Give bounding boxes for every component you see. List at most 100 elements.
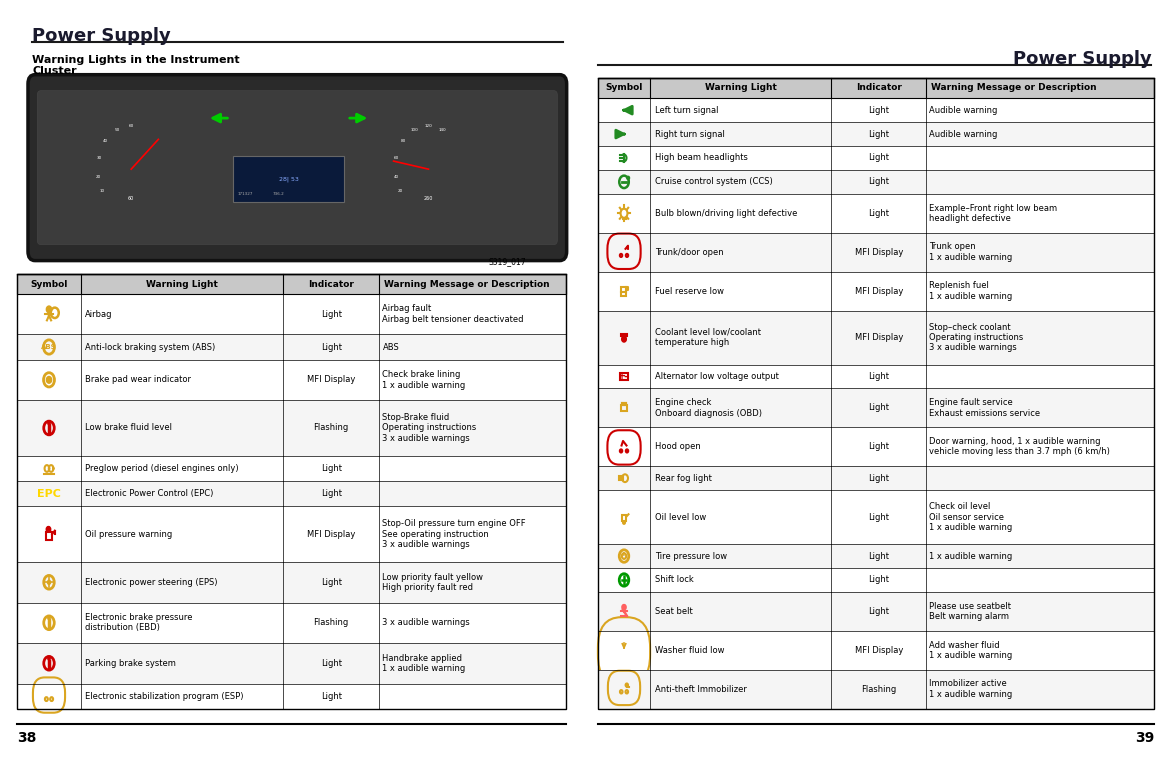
Text: Light: Light (869, 178, 890, 187)
Text: Hood open: Hood open (655, 442, 701, 451)
Text: Light: Light (321, 578, 342, 587)
Text: Warning Lights in the Instrument
Cluster: Warning Lights in the Instrument Cluster (31, 55, 240, 76)
Text: Power Supply: Power Supply (31, 27, 170, 46)
Text: 30: 30 (97, 156, 101, 160)
Text: 140: 140 (438, 128, 447, 132)
Circle shape (386, 113, 471, 226)
Text: 3 x audible warnings: 3 x audible warnings (382, 618, 470, 627)
Circle shape (623, 521, 625, 523)
Text: Right turn signal: Right turn signal (655, 130, 725, 139)
Text: +: + (618, 371, 626, 382)
Text: 28| 53: 28| 53 (279, 176, 298, 182)
Text: Symbol: Symbol (30, 280, 68, 289)
Text: Coolant level low/coolant
temperature high: Coolant level low/coolant temperature hi… (655, 328, 761, 347)
Text: Parking brake system: Parking brake system (85, 659, 176, 668)
Bar (598, 631, 1154, 670)
Text: Stop-Brake fluid
Operating instructions
3 x audible warnings: Stop-Brake fluid Operating instructions … (382, 413, 477, 443)
Bar (17, 481, 566, 506)
Text: Oil level low: Oil level low (655, 513, 707, 522)
Circle shape (48, 581, 50, 584)
Text: 50: 50 (114, 128, 120, 132)
Text: Low priority fault yellow
High priority fault red: Low priority fault yellow High priority … (382, 572, 484, 592)
Text: Electronic stabilization program (ESP): Electronic stabilization program (ESP) (85, 692, 244, 700)
Text: Add washer fluid
1 x audible warning: Add washer fluid 1 x audible warning (929, 641, 1012, 660)
Text: Stop–check coolant
Operating instructions
3 x audible warnings: Stop–check coolant Operating instruction… (929, 322, 1024, 353)
Text: Warning Message or Description: Warning Message or Description (384, 280, 549, 289)
Text: Light: Light (321, 489, 342, 498)
Text: MFI Display: MFI Display (307, 530, 356, 539)
Bar (17, 603, 566, 643)
Circle shape (48, 422, 50, 424)
Text: 60: 60 (128, 124, 134, 128)
Text: Audible warning: Audible warning (929, 106, 998, 114)
Text: Light: Light (869, 442, 890, 451)
Text: Light: Light (869, 106, 890, 114)
Text: Immobilizer active
1 x audible warning: Immobilizer active 1 x audible warning (929, 680, 1012, 699)
Text: Audible warning: Audible warning (929, 130, 998, 139)
Bar (598, 568, 1154, 592)
Text: 100: 100 (410, 128, 419, 132)
Text: Indicator: Indicator (856, 84, 901, 92)
FancyBboxPatch shape (37, 91, 557, 245)
Text: 40: 40 (104, 139, 108, 143)
Text: 260: 260 (423, 197, 434, 201)
Text: Trunk/door open: Trunk/door open (655, 248, 724, 257)
Bar (598, 194, 1154, 232)
Bar (598, 592, 1154, 631)
Text: Light: Light (869, 403, 890, 412)
Text: 736.2: 736.2 (273, 192, 285, 197)
Text: Door warning, hood, 1 x audible warning
vehicle moving less than 3.7 mph (6 km/h: Door warning, hood, 1 x audible warning … (929, 437, 1110, 456)
Text: Stop-Oil pressure turn engine OFF
See operating instruction
3 x audible warnings: Stop-Oil pressure turn engine OFF See op… (382, 519, 526, 549)
Circle shape (378, 103, 479, 235)
Text: Warning Light: Warning Light (705, 84, 777, 92)
Bar (621, 515, 626, 521)
Text: Washer fluid low: Washer fluid low (655, 645, 724, 655)
Text: 39: 39 (1135, 731, 1154, 744)
Text: 40: 40 (393, 174, 399, 178)
Text: Rear fog light: Rear fog light (655, 474, 711, 482)
Bar (17, 360, 566, 400)
Text: Light: Light (869, 372, 890, 381)
Bar (620, 405, 627, 411)
Circle shape (623, 605, 626, 610)
Bar (598, 490, 1154, 544)
Bar (598, 78, 1154, 709)
Text: MFI Display: MFI Display (307, 376, 356, 384)
Text: Light: Light (321, 309, 342, 319)
Bar (17, 684, 566, 709)
Bar (17, 400, 566, 456)
Text: Anti-lock braking system (ABS): Anti-lock braking system (ABS) (85, 342, 216, 351)
Text: Check oil level
Oil sensor service
1 x audible warning: Check oil level Oil sensor service 1 x a… (929, 502, 1012, 532)
Text: Light: Light (869, 474, 890, 482)
Circle shape (48, 658, 50, 660)
Circle shape (627, 177, 630, 179)
Bar (17, 643, 566, 684)
Text: Symbol: Symbol (605, 84, 642, 92)
Text: High beam headlights: High beam headlights (655, 153, 747, 162)
Text: ABS: ABS (382, 342, 399, 351)
Text: MFI Display: MFI Display (855, 287, 902, 296)
Text: Flashing: Flashing (314, 618, 349, 627)
Text: Light: Light (321, 342, 342, 351)
Text: 20: 20 (398, 189, 402, 193)
Bar (598, 364, 1154, 389)
Text: Airbag fault
Airbag belt tensioner deactivated: Airbag fault Airbag belt tensioner deact… (382, 305, 524, 324)
Bar (45, 532, 52, 539)
Bar (598, 146, 1154, 170)
Bar (598, 170, 1154, 194)
Text: Light: Light (869, 130, 890, 139)
Bar (598, 311, 1154, 364)
Text: Engine check
Onboard diagnosis (OBD): Engine check Onboard diagnosis (OBD) (655, 399, 761, 418)
Bar (620, 287, 626, 296)
Text: Tire pressure low: Tire pressure low (655, 552, 728, 561)
Circle shape (89, 113, 174, 226)
Text: MFI Display: MFI Display (855, 248, 902, 257)
Bar (598, 122, 1154, 146)
Text: 38: 38 (17, 731, 37, 744)
Text: Check brake lining
1 x audible warning: Check brake lining 1 x audible warning (382, 370, 465, 389)
Text: 60: 60 (128, 197, 134, 201)
Bar (598, 466, 1154, 490)
Bar (17, 456, 566, 481)
Text: Flashing: Flashing (314, 424, 349, 433)
Text: Please use seatbelt
Belt warning alarm: Please use seatbelt Belt warning alarm (929, 602, 1011, 621)
